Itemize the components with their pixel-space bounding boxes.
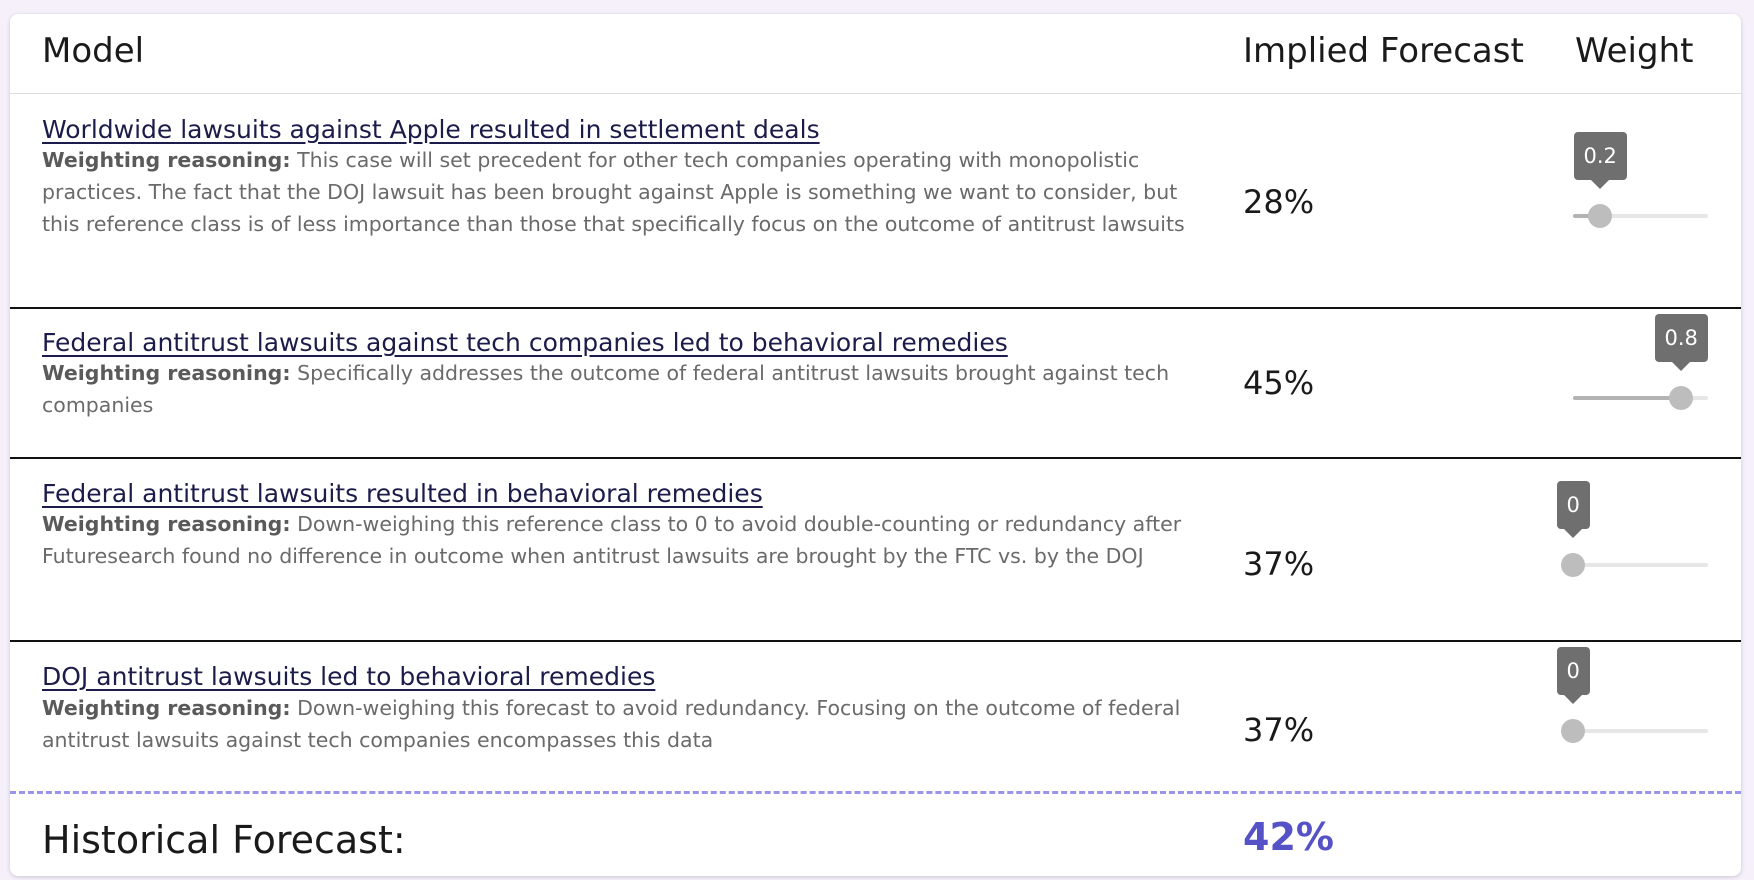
header-weight: Weight: [1575, 31, 1694, 71]
reasoning-label: Weighting reasoning:: [42, 361, 291, 385]
weighting-reasoning: Weighting reasoning: Down-weighing this …: [42, 508, 1192, 572]
historical-forecast-label: Historical Forecast:: [42, 818, 406, 862]
reasoning-label: Weighting reasoning:: [42, 512, 291, 536]
model-link[interactable]: Federal antitrust lawsuits against tech …: [42, 328, 1008, 357]
table-row: DOJ antitrust lawsuits led to behavioral…: [10, 642, 1741, 791]
forecast-card: Model Implied Forecast Weight Worldwide …: [10, 14, 1741, 876]
reasoning-label: Weighting reasoning:: [42, 696, 291, 720]
historical-forecast-footer: Historical Forecast: 42%: [10, 791, 1741, 876]
slider-thumb[interactable]: [1561, 719, 1585, 743]
reasoning-label: Weighting reasoning:: [42, 148, 291, 172]
table-row: Federal antitrust lawsuits against tech …: [10, 309, 1741, 459]
table-row: Federal antitrust lawsuits resulted in b…: [10, 459, 1741, 642]
implied-forecast-value: 37%: [1243, 711, 1315, 749]
historical-forecast-value: 42%: [1243, 815, 1334, 859]
weighting-reasoning: Weighting reasoning: Specifically addres…: [42, 357, 1192, 421]
table-header: Model Implied Forecast Weight: [10, 14, 1741, 94]
weight-tooltip: 0.2: [1573, 132, 1627, 189]
reasoning-text: This case will set precedent for other t…: [42, 148, 1185, 236]
table-row: Worldwide lawsuits against Apple resulte…: [10, 94, 1741, 309]
slider-thumb[interactable]: [1561, 553, 1585, 577]
weighting-reasoning: Weighting reasoning: This case will set …: [42, 144, 1192, 240]
slider-fill: [1573, 214, 1600, 218]
reasoning-text: Down-weighing this reference class to 0 …: [42, 512, 1182, 568]
reasoning-text: Down-weighing this forecast to avoid red…: [42, 696, 1181, 752]
weighting-reasoning: Weighting reasoning: Down-weighing this …: [42, 692, 1192, 756]
weight-tooltip: 0: [1556, 647, 1590, 704]
weight-slider[interactable]: 0: [1556, 481, 1708, 577]
model-link[interactable]: Federal antitrust lawsuits resulted in b…: [42, 479, 763, 508]
reasoning-text: Specifically addresses the outcome of fe…: [42, 361, 1170, 417]
model-link[interactable]: Worldwide lawsuits against Apple resulte…: [42, 115, 820, 144]
weight-slider[interactable]: 0: [1556, 647, 1708, 743]
weight-tooltip: 0.8: [1654, 314, 1708, 371]
weight-tooltip: 0: [1556, 481, 1590, 538]
header-model: Model: [42, 31, 145, 71]
implied-forecast-value: 45%: [1243, 364, 1315, 402]
weight-slider[interactable]: 0.8: [1573, 314, 1708, 410]
slider-thumb[interactable]: [1588, 204, 1612, 228]
slider-thumb[interactable]: [1669, 386, 1693, 410]
slider-fill: [1573, 396, 1681, 400]
implied-forecast-value: 37%: [1243, 545, 1315, 583]
implied-forecast-value: 28%: [1243, 183, 1315, 221]
weight-slider[interactable]: 0.2: [1573, 132, 1708, 228]
model-link[interactable]: DOJ antitrust lawsuits led to behavioral…: [42, 662, 656, 691]
header-implied-forecast: Implied Forecast: [1243, 31, 1524, 71]
